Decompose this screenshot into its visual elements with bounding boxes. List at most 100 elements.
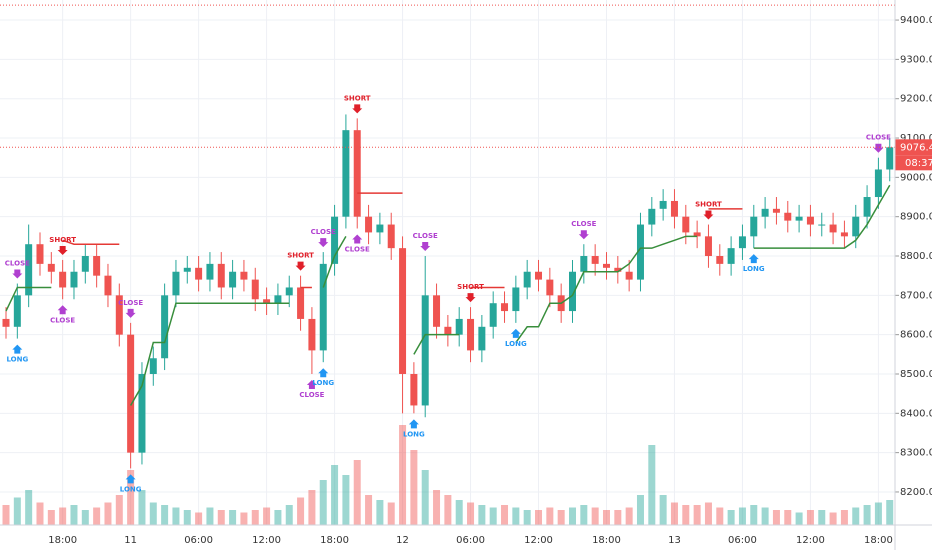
x-tick-label: 12	[396, 535, 409, 546]
volume-bar	[557, 510, 565, 525]
candle-body	[183, 267, 191, 272]
signal-label: CLOSE	[311, 228, 336, 236]
x-tick-label: 18:00	[592, 535, 621, 546]
volume-bar	[750, 505, 758, 525]
candle-body	[36, 244, 44, 264]
signal-arrow	[703, 210, 714, 220]
x-tick-label: 06:00	[184, 535, 213, 546]
volume-bar	[13, 497, 21, 525]
candle-body	[636, 224, 644, 280]
signal-arrow	[318, 368, 329, 378]
signal-arrow	[57, 305, 68, 315]
last-price-box	[895, 139, 932, 156]
candle-body	[455, 318, 463, 335]
candle-body	[512, 287, 520, 312]
signal-label: LONG	[312, 379, 334, 387]
signal-arrow	[352, 104, 363, 114]
candle-body	[750, 216, 758, 237]
y-tick-label: 8200.00	[900, 487, 932, 498]
volume-bar	[195, 512, 203, 525]
x-tick-label: 12:00	[524, 535, 553, 546]
volume-bar	[161, 505, 169, 525]
volume-bar	[127, 470, 135, 525]
signal-arrow	[510, 328, 521, 338]
candle-body	[727, 248, 735, 264]
volume-bar	[886, 500, 894, 525]
candle-body	[319, 263, 327, 351]
volume-bar	[206, 507, 214, 525]
volume-bar	[512, 507, 520, 525]
y-tick-label: 8300.00	[900, 448, 932, 459]
candle-body	[387, 224, 395, 249]
candle-body	[580, 256, 588, 272]
candle-body	[138, 373, 146, 453]
candle-body	[716, 256, 724, 264]
candle-body	[795, 216, 803, 221]
last-price-label: 9076.41	[900, 142, 932, 153]
x-tick-label: 12:00	[796, 535, 825, 546]
candle-body	[47, 263, 55, 272]
x-tick-label: 18:00	[864, 535, 893, 546]
volume-bar	[863, 505, 871, 525]
signal-arrow	[125, 474, 136, 484]
countdown-box	[895, 155, 932, 171]
volume-bar	[806, 510, 814, 525]
y-tick-label: 9300.00	[900, 54, 932, 65]
candle-body	[127, 334, 135, 453]
volume-bar	[229, 510, 237, 525]
x-tick-label: 11	[124, 535, 137, 546]
candle-body	[331, 216, 339, 264]
volume-bar	[172, 507, 180, 525]
candle-body	[761, 208, 769, 217]
volume-bar	[501, 505, 509, 525]
signal-arrow	[578, 230, 589, 240]
volume-bar	[70, 505, 78, 525]
candle-body	[25, 244, 33, 296]
signal-label: CLOSE	[345, 245, 370, 253]
candle-body	[421, 295, 429, 406]
volume-bar	[263, 507, 271, 525]
candle-body	[489, 303, 497, 327]
y-tick-label: 9200.00	[900, 94, 932, 105]
candle-body	[229, 271, 237, 288]
candle-body	[829, 224, 837, 233]
volume-bar	[467, 502, 475, 525]
candle-body	[274, 295, 282, 304]
candle-body	[625, 271, 633, 280]
volume-bar	[602, 510, 610, 525]
volume-bar	[874, 502, 882, 525]
y-tick-label: 9000.00	[900, 172, 932, 183]
signal-label: CLOSE	[571, 220, 596, 228]
volume-bar	[25, 490, 33, 525]
signal-arrow	[12, 269, 23, 279]
x-tick-label: 12:00	[252, 535, 281, 546]
candle-body	[682, 216, 690, 233]
signal-arrow	[125, 308, 136, 318]
candle-body	[501, 303, 509, 312]
volume-bar	[795, 512, 803, 525]
volume-bar	[387, 502, 395, 525]
volume-bar	[738, 507, 746, 525]
volume-bar	[433, 490, 441, 525]
volume-bar	[59, 507, 67, 525]
volume-bar	[727, 510, 735, 525]
candle-body	[886, 147, 894, 170]
volume-bar	[478, 505, 486, 525]
candle-body	[704, 236, 712, 257]
volume-bar	[444, 495, 452, 525]
candle-body	[852, 216, 860, 237]
volume-bar	[138, 490, 146, 525]
candle-body	[738, 236, 746, 249]
candle-body	[410, 373, 418, 406]
signal-label: CLOSE	[413, 232, 438, 240]
signal-arrow	[57, 245, 68, 255]
y-tick-label: 8700.00	[900, 290, 932, 301]
volume-bar	[704, 502, 712, 525]
volume-bar	[36, 502, 44, 525]
candle-body	[693, 232, 701, 237]
candle-body	[772, 208, 780, 213]
y-tick-label: 8900.00	[900, 212, 932, 223]
candle-body	[263, 299, 271, 304]
signal-label: SHORT	[457, 283, 484, 291]
candle-body	[365, 216, 373, 233]
